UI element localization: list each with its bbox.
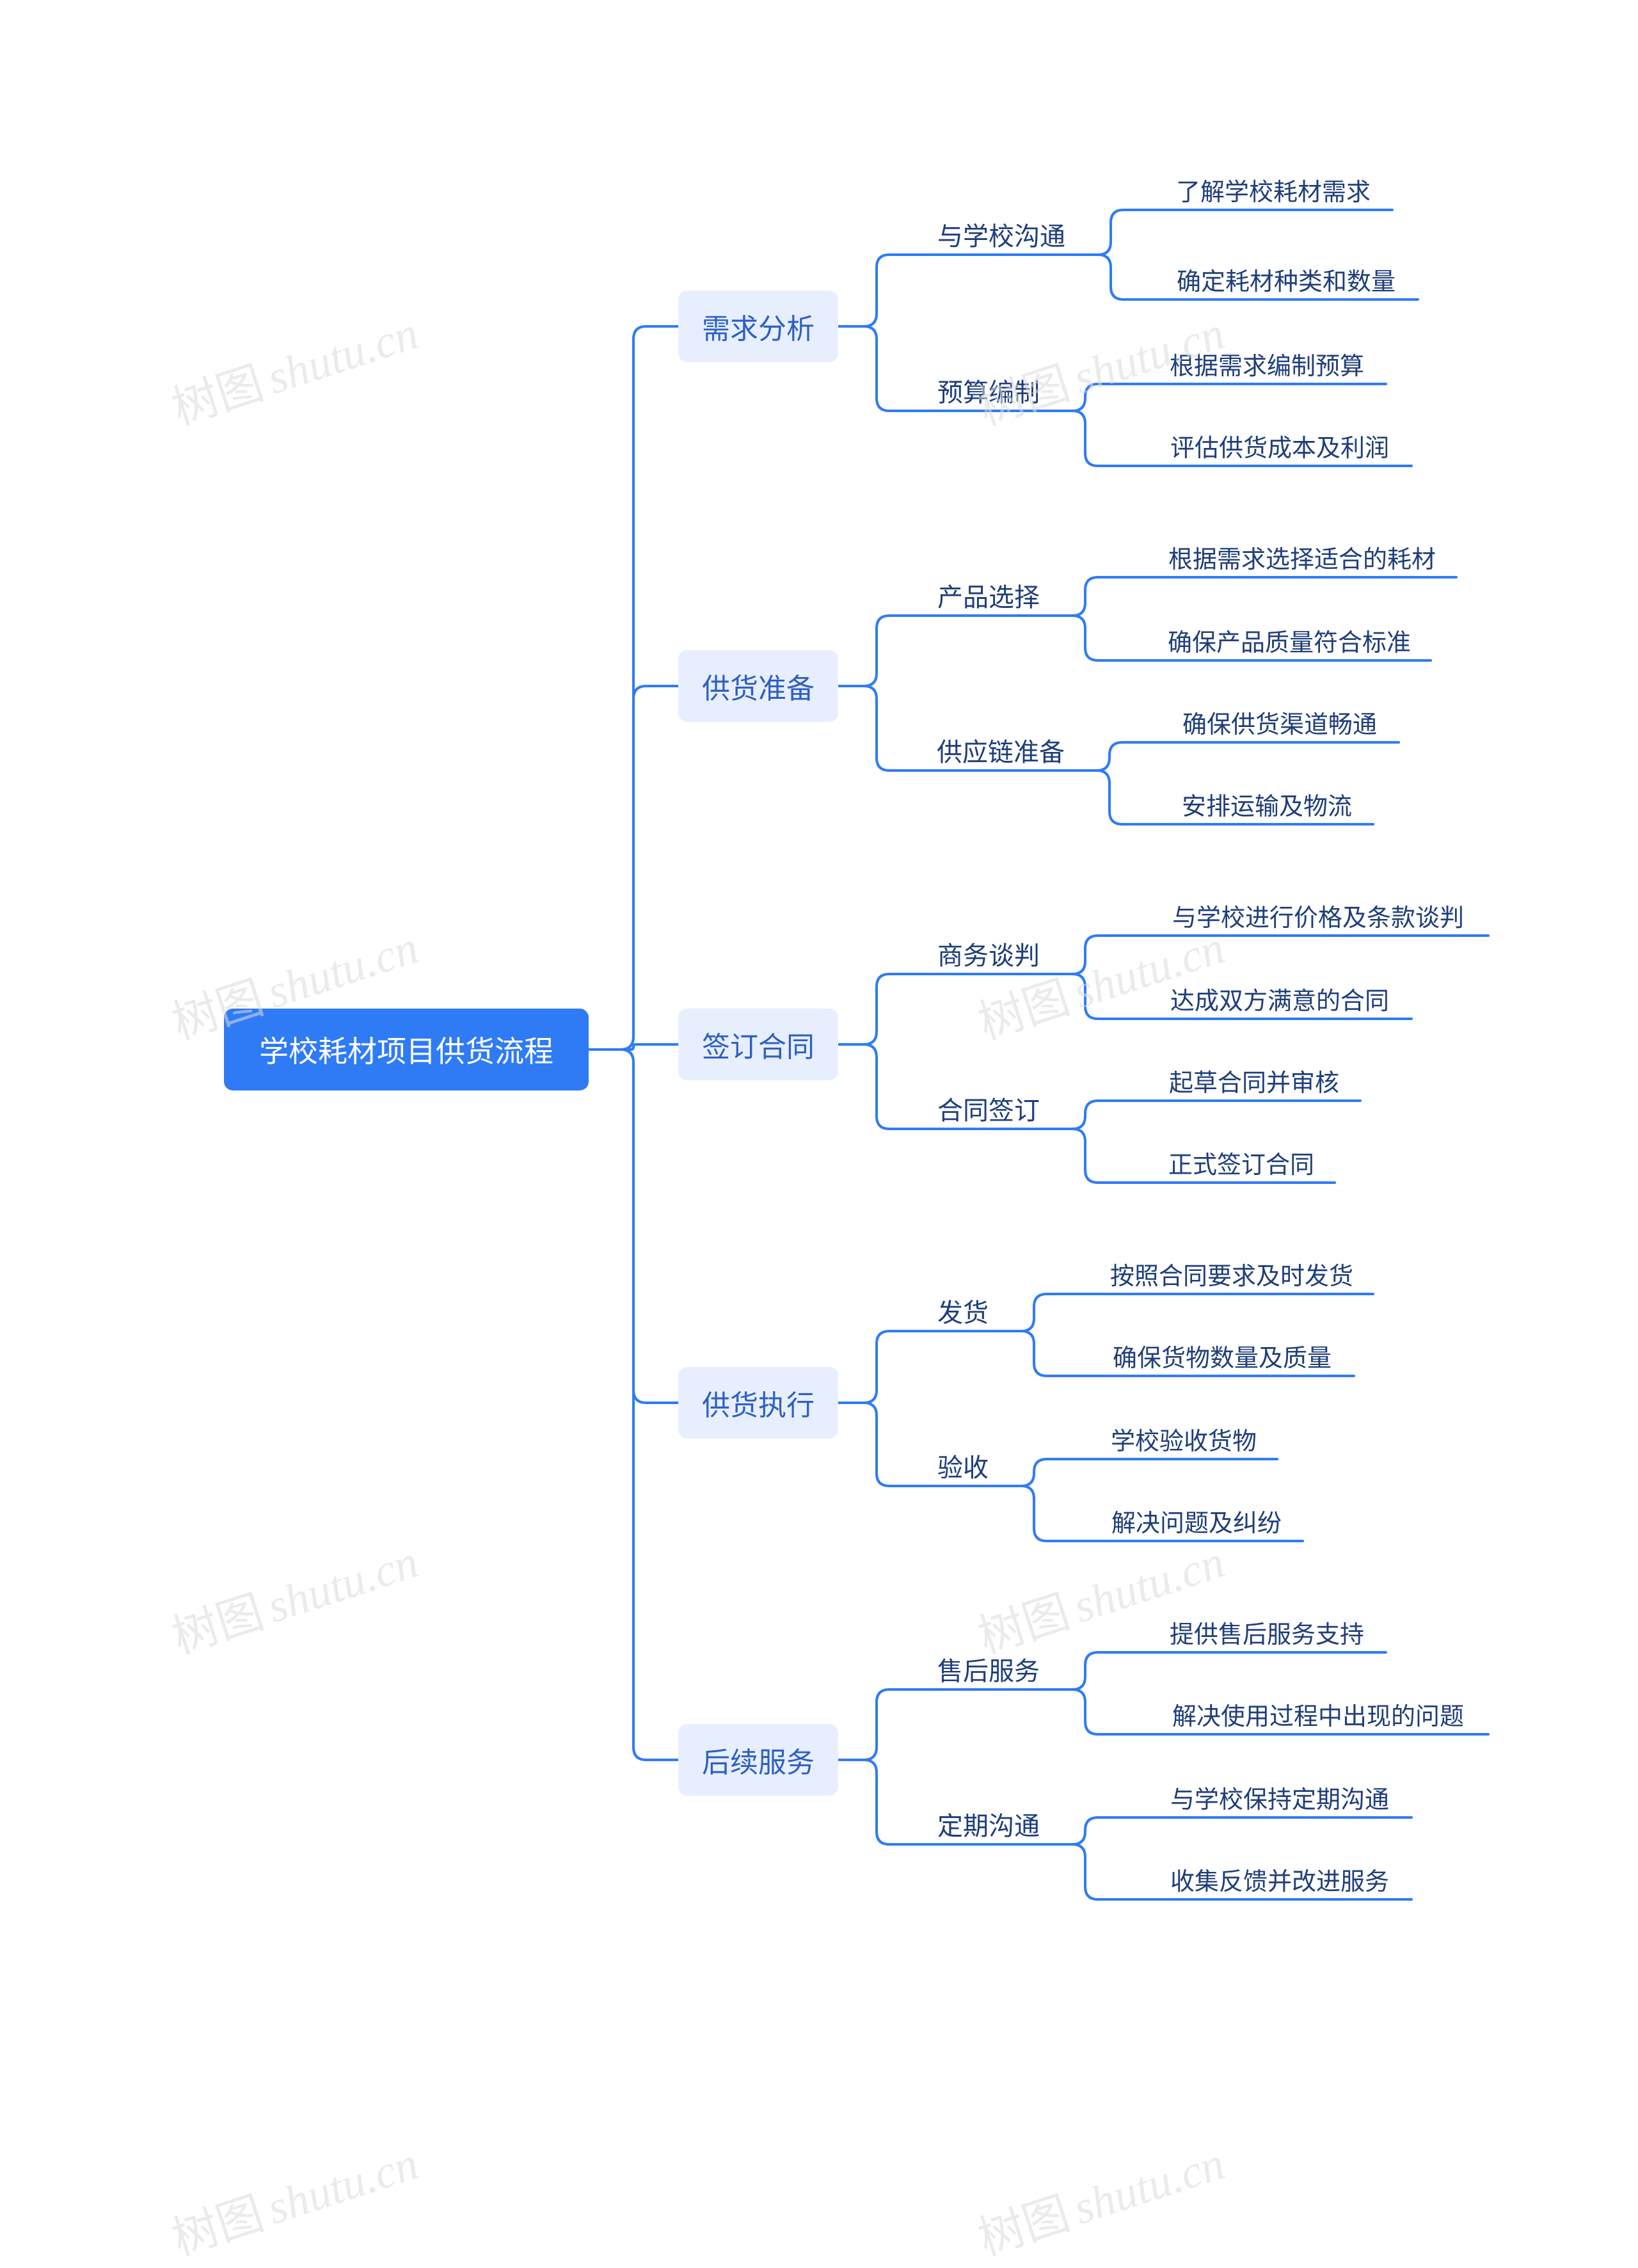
leaf-node[interactable]: 确保产品质量符合标准 — [1152, 622, 1427, 658]
connector — [1053, 936, 1148, 974]
leaf-node[interactable]: 确保供货渠道畅通 — [1165, 704, 1395, 740]
connector — [1053, 384, 1148, 411]
level2-node[interactable]: 发货 — [928, 1293, 998, 1329]
leaf-node[interactable]: 收集反馈并改进服务 — [1152, 1861, 1408, 1897]
level2-node[interactable]: 商务谈判 — [928, 936, 1049, 971]
connector — [1053, 1689, 1148, 1734]
leaf-node[interactable]: 按照合同要求及时发货 — [1094, 1256, 1369, 1291]
level1-node[interactable]: 签订合同 — [678, 1009, 838, 1080]
connector — [1053, 577, 1148, 616]
connector — [1053, 1129, 1148, 1183]
connector — [1077, 771, 1161, 824]
leaf-node[interactable]: 安排运输及物流 — [1165, 786, 1369, 822]
leaf-node[interactable]: 解决问题及纠纷 — [1094, 1503, 1299, 1538]
watermark-cn: 树图 — [973, 2188, 1076, 2265]
connector — [1053, 1817, 1148, 1844]
connector — [1079, 210, 1154, 255]
connector — [1053, 411, 1148, 466]
connector — [1002, 1331, 1090, 1376]
mindmap-canvas: 学校耗材项目供货流程 需求分析 与学校沟通 了解学校耗材需求确定耗材种类和数量预算编制… — [0, 0, 1638, 2183]
leaf-node[interactable]: 达成双方满意的合同 — [1152, 980, 1408, 1016]
level2-node[interactable]: 售后服务 — [928, 1651, 1049, 1687]
connector — [838, 1760, 924, 1844]
leaf-node[interactable]: 根据需求编制预算 — [1152, 346, 1382, 381]
root-node[interactable]: 学校耗材项目供货流程 — [224, 1009, 589, 1090]
connector — [838, 1044, 924, 1129]
level1-node[interactable]: 需求分析 — [678, 291, 838, 362]
connector — [1053, 1844, 1148, 1899]
connector — [1053, 974, 1148, 1019]
leaf-node[interactable]: 评估供货成本及利润 — [1152, 427, 1408, 463]
leaf-node[interactable]: 学校验收货物 — [1094, 1421, 1273, 1457]
connector — [1053, 1652, 1148, 1689]
connector — [1077, 742, 1161, 771]
leaf-node[interactable]: 提供售后服务支持 — [1152, 1614, 1382, 1650]
level1-node[interactable]: 供货执行 — [678, 1367, 838, 1439]
connector — [838, 1403, 924, 1486]
connector — [838, 686, 924, 771]
level2-node[interactable]: 供应链准备 — [928, 732, 1074, 768]
level2-node[interactable]: 验收 — [928, 1448, 998, 1483]
leaf-node[interactable]: 确定耗材种类和数量 — [1158, 261, 1414, 297]
connector — [1002, 1459, 1090, 1486]
leaf-node[interactable]: 起草合同并审核 — [1152, 1062, 1356, 1098]
connector — [838, 1331, 924, 1403]
level1-node[interactable]: 供货准备 — [678, 650, 838, 722]
connector — [838, 616, 924, 686]
leaf-node[interactable]: 解决使用过程中出现的问题 — [1152, 1696, 1484, 1732]
watermark-cn: 树图 — [166, 2188, 270, 2265]
level2-node[interactable]: 产品选择 — [928, 577, 1049, 613]
connector — [1002, 1294, 1090, 1331]
connector — [1053, 1101, 1148, 1129]
leaf-node[interactable]: 与学校保持定期沟通 — [1152, 1779, 1408, 1815]
level2-node[interactable]: 与学校沟通 — [928, 216, 1075, 252]
connector — [838, 255, 924, 326]
leaf-node[interactable]: 正式签订合同 — [1152, 1144, 1331, 1180]
leaf-node[interactable]: 了解学校耗材需求 — [1158, 172, 1388, 207]
leaf-node[interactable]: 根据需求选择适合的耗材 — [1152, 539, 1452, 575]
leaf-node[interactable]: 与学校进行价格及条款谈判 — [1152, 897, 1484, 933]
connector — [1079, 255, 1154, 299]
connector — [589, 686, 678, 1050]
level1-node[interactable]: 后续服务 — [678, 1724, 838, 1796]
level2-node[interactable]: 合同签订 — [928, 1090, 1049, 1126]
leaf-node[interactable]: 确保货物数量及质量 — [1094, 1338, 1350, 1373]
level2-node[interactable]: 预算编制 — [928, 372, 1049, 408]
connector — [1002, 1486, 1090, 1541]
connector — [838, 1689, 924, 1760]
connector — [838, 326, 924, 411]
connector — [1053, 616, 1148, 660]
level2-node[interactable]: 定期沟通 — [928, 1806, 1049, 1842]
connector — [838, 974, 924, 1044]
connector — [589, 1050, 678, 1760]
